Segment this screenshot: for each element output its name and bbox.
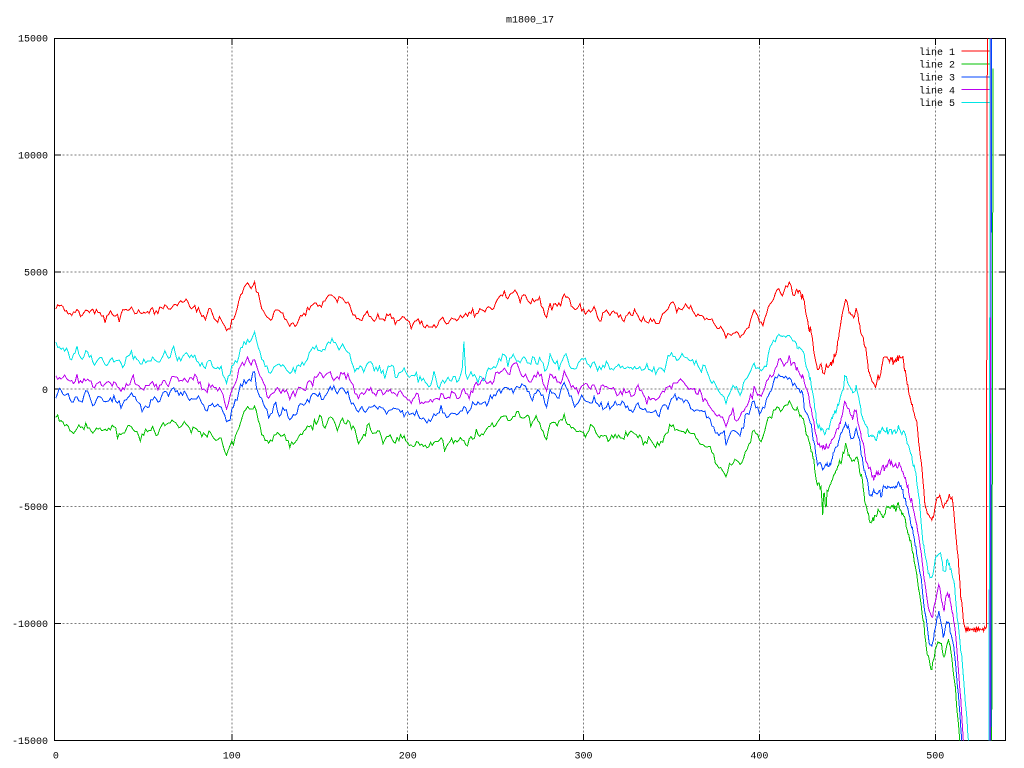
svg-text:line 1: line 1 bbox=[919, 47, 955, 59]
svg-text:10000: 10000 bbox=[18, 152, 48, 163]
svg-text:300: 300 bbox=[574, 751, 592, 762]
svg-text:m1800_17: m1800_17 bbox=[506, 16, 554, 27]
svg-text:-10000: -10000 bbox=[12, 620, 48, 631]
svg-text:line 5: line 5 bbox=[919, 98, 955, 110]
svg-text:-5000: -5000 bbox=[18, 503, 48, 514]
svg-text:0: 0 bbox=[42, 386, 48, 397]
svg-text:200: 200 bbox=[399, 751, 417, 762]
svg-text:100: 100 bbox=[223, 751, 241, 762]
svg-text:line 3: line 3 bbox=[919, 73, 955, 85]
svg-text:line 4: line 4 bbox=[919, 85, 955, 97]
svg-text:15000: 15000 bbox=[18, 35, 48, 46]
svg-text:-15000: -15000 bbox=[12, 737, 48, 748]
svg-text:5000: 5000 bbox=[24, 269, 48, 280]
svg-text:0: 0 bbox=[53, 751, 59, 762]
svg-text:line 2: line 2 bbox=[919, 60, 955, 72]
svg-text:400: 400 bbox=[750, 751, 768, 762]
svg-text:500: 500 bbox=[926, 751, 944, 762]
